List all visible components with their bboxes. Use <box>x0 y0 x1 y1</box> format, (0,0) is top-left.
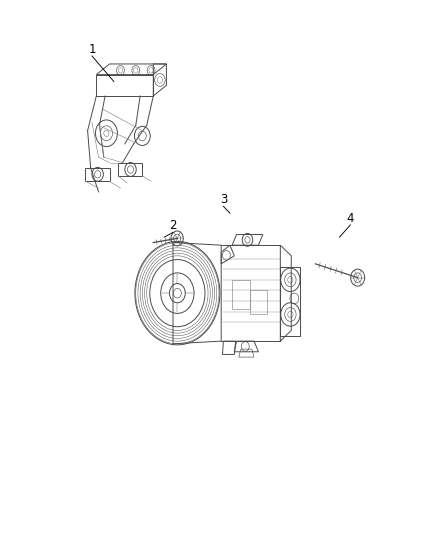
Text: 2: 2 <box>169 220 177 232</box>
Text: 1: 1 <box>88 43 96 56</box>
Text: 3: 3 <box>220 193 227 206</box>
Text: 4: 4 <box>346 212 354 225</box>
